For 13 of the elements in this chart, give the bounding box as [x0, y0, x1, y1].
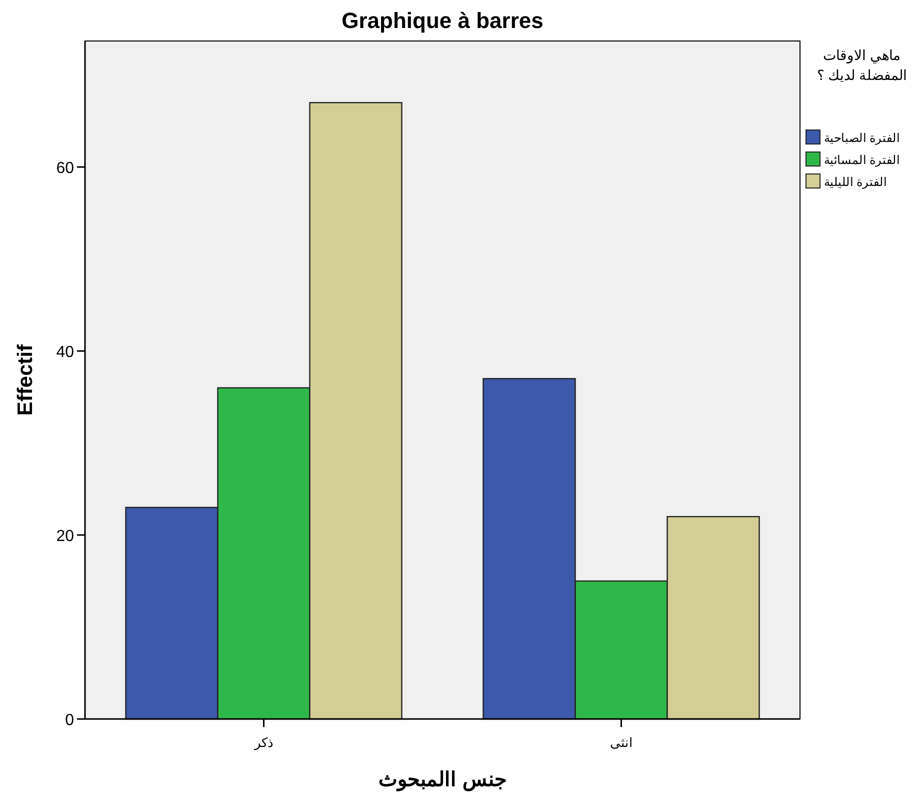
- legend-label: الفترة الصباحية: [824, 131, 900, 145]
- legend-label: الفترة الليلية: [824, 175, 886, 189]
- x-tick-label: ذكر: [253, 735, 274, 751]
- x-tick-label: انثى: [610, 735, 633, 750]
- y-axis-title: Effectif: [14, 343, 37, 416]
- y-tick-label: 40: [56, 344, 74, 362]
- legend-title: ماهي الاوقات المفضلة لديك ؟: [817, 47, 907, 83]
- y-tick-label: 60: [56, 160, 74, 178]
- y-tick-label: 0: [65, 712, 74, 729]
- x-axis-title: جنس االمبحوث: [378, 769, 506, 792]
- y-tick-label: 20: [56, 528, 74, 546]
- chart-title: Graphique à barres: [342, 8, 544, 33]
- legend-label: الفترة المسائية: [824, 153, 900, 167]
